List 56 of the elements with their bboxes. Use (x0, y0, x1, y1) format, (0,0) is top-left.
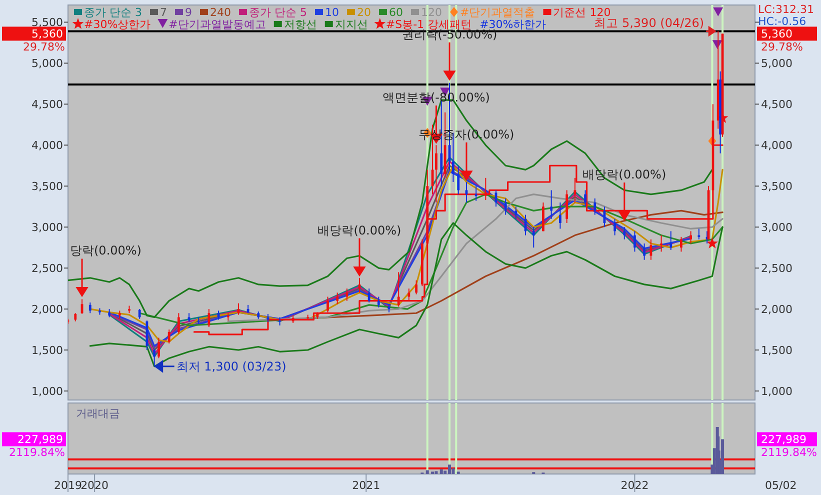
legend-label: 20 (357, 6, 371, 19)
legend-label: #S봉-1 강세패턴 (386, 18, 472, 31)
text: 3,000 (761, 221, 792, 234)
y-tick-label: 3,000 (32, 221, 63, 234)
legend-label: #30%상한가 (84, 18, 151, 31)
legend-label: 60 (389, 6, 403, 19)
y-tick-label: 4,500 (32, 98, 63, 112)
legend-label: 기준선 120 (553, 6, 611, 19)
x-tick-label: 2019 (54, 479, 82, 492)
text: 5,360 (32, 28, 63, 41)
y-tick-label: 3,500 (32, 180, 63, 194)
y-tick-label: 4,000 (32, 139, 63, 152)
x-tick-label: 2020 (80, 479, 109, 492)
x-tick-label: 2021 (352, 479, 380, 492)
legend-label: 종가 단순 3 (84, 6, 142, 19)
text: 1,500 (761, 344, 792, 358)
text: 5,000 (761, 57, 792, 70)
x-tick-label: 2022 (620, 479, 649, 492)
legend-label: 저항선 (284, 18, 317, 31)
text: 3,500 (761, 180, 792, 194)
text: 05/02 (765, 479, 797, 492)
legend-label: 10 (325, 6, 339, 19)
text: 2119.84% (761, 446, 817, 460)
annotation: 배당락(0.00%) (318, 223, 402, 238)
legend-label: #단기과열발동예고 (168, 18, 266, 31)
legend-label: 종가 단순 5 (249, 6, 307, 19)
legend-label: 9 (185, 6, 192, 19)
chart-title: 거래대금 (76, 407, 120, 420)
text: 2,000 (761, 303, 792, 316)
legend-label: 7 (160, 6, 167, 19)
legend-label: 240 (210, 6, 231, 19)
text: 4,500 (761, 98, 792, 112)
y-tick-label: 1,000 (32, 384, 63, 398)
y-tick-label: 5,500 (32, 16, 63, 30)
annotation: 당락(0.00%) (70, 244, 142, 258)
text: LC:312.31 (758, 3, 814, 16)
legend-label: 120 (421, 6, 442, 19)
text: 29.78% (23, 40, 65, 54)
y-tick-label: 5,000 (32, 57, 63, 70)
text: 29.78% (761, 40, 803, 54)
text: 2,500 (761, 262, 792, 276)
legend-label: 지지선 (334, 18, 368, 31)
text: 5,360 (761, 28, 792, 41)
annotation: #30%하한가 (480, 18, 546, 31)
text: 227,989 (761, 433, 806, 446)
annotation: 최저 1,300 (03/23) (176, 359, 286, 374)
text: 4,000 (761, 139, 792, 152)
text: 1,000 (761, 384, 792, 398)
annotation: 최고 5,390 (04/26) (594, 16, 704, 30)
y-tick-label: 1,500 (32, 344, 63, 358)
text: HC:-0.56 (758, 15, 806, 28)
y-tick-label: 2,500 (32, 262, 63, 276)
text: 227,989 (18, 433, 63, 446)
y-tick-label: 2,000 (32, 303, 63, 316)
legend-label: #단기과열적출 (460, 6, 536, 19)
text: 2119.84% (9, 446, 65, 460)
